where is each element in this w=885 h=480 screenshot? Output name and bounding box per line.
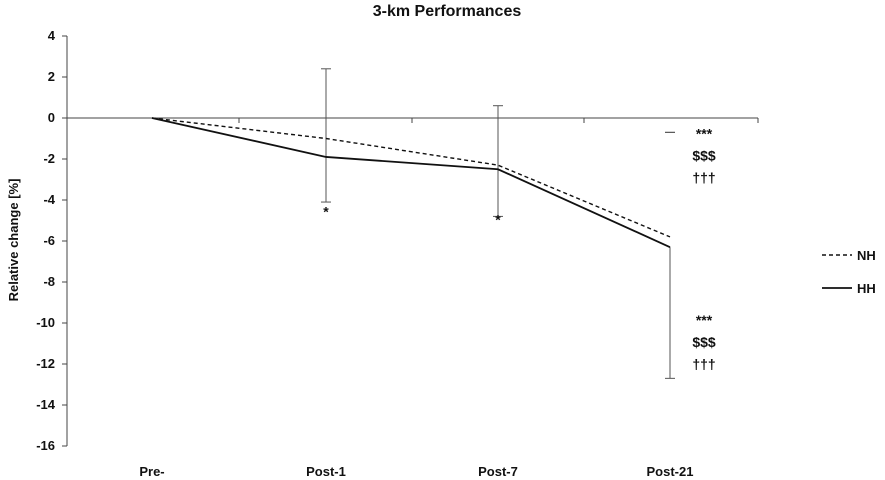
- series-line-nh: [151, 117, 671, 238]
- series-line-hh: [151, 117, 671, 248]
- legend-label-hh: HH: [857, 281, 876, 296]
- plot-area: 4 2 0 -2 -4 -6 -8 -10 -12 -14 -16 Pre- Post-1 Post-7 P…: [36, 28, 759, 479]
- y-tick-label: -12: [36, 356, 55, 371]
- legend: NH HH: [822, 248, 876, 296]
- legend-label-nh: NH: [857, 248, 876, 263]
- x-tick-label: Post-7: [478, 464, 518, 479]
- y-axis-label: Relative change [%]: [6, 179, 21, 302]
- x-tick-label: Post-21: [647, 464, 694, 479]
- significance-annotation: $$$: [692, 334, 716, 350]
- significance-annotation: ***: [696, 312, 713, 328]
- y-tick-label: -14: [36, 397, 56, 412]
- y-tick-label: -6: [43, 233, 55, 248]
- significance-annotation: *: [323, 203, 329, 219]
- x-tick-label: Pre-: [139, 464, 164, 479]
- x-tick-label: Post-1: [306, 464, 346, 479]
- y-tick-label: -4: [43, 192, 55, 207]
- y-tick-label: -8: [43, 274, 55, 289]
- significance-annotation: *: [495, 212, 501, 228]
- y-tick-label: -2: [43, 151, 55, 166]
- significance-annotation: ***: [696, 126, 713, 142]
- significance-annotation: †††: [692, 356, 715, 372]
- y-tick-label: 2: [48, 69, 55, 84]
- y-tick-label: -16: [36, 438, 55, 453]
- chart-title: 3-km Performances: [373, 3, 522, 20]
- significance-annotation: $$$: [692, 148, 716, 164]
- significance-annotation: †††: [692, 170, 715, 186]
- y-tick-label: -10: [36, 315, 55, 330]
- y-tick-label: 0: [48, 110, 55, 125]
- y-tick-label: 4: [48, 28, 56, 43]
